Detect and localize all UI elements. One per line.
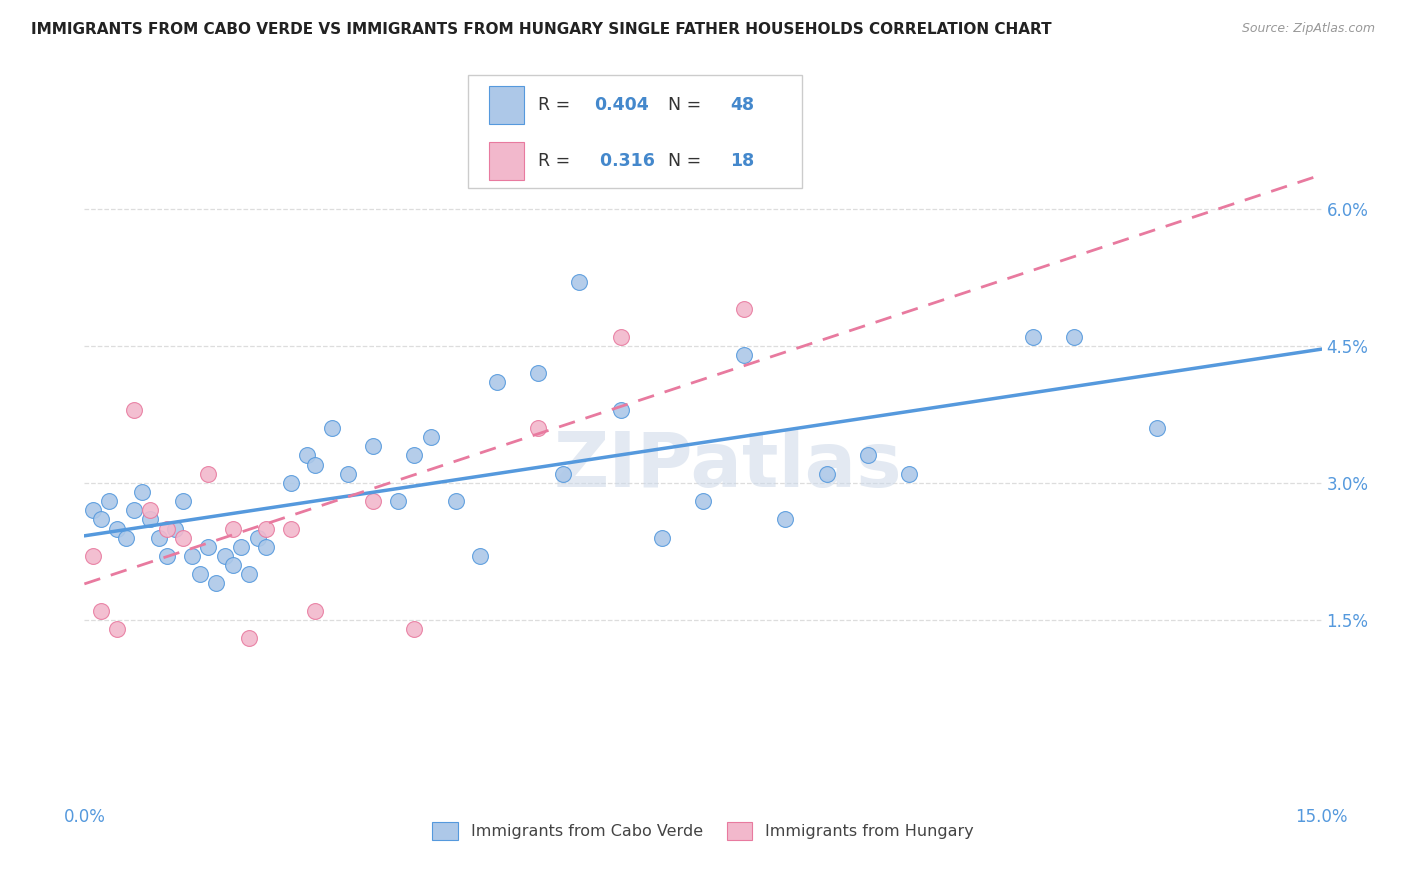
Point (139, 503, 162, 517)
Point (815, 467, 838, 481)
Point (775, 512, 797, 526)
FancyBboxPatch shape (489, 86, 523, 124)
Point (180, 549, 202, 563)
Point (254, 540, 277, 554)
Point (222, 558, 245, 573)
Point (122, 503, 145, 517)
Point (470, 549, 492, 563)
Point (1146, 421, 1168, 435)
Point (651, 531, 673, 545)
Point (156, 549, 179, 563)
Point (114, 531, 136, 545)
Point (105, 521, 128, 535)
Point (131, 485, 153, 500)
Point (898, 467, 921, 481)
Point (527, 421, 550, 435)
Point (197, 467, 219, 481)
FancyBboxPatch shape (489, 143, 523, 180)
Legend: Immigrants from Cabo Verde, Immigrants from Hungary: Immigrants from Cabo Verde, Immigrants f… (426, 816, 980, 846)
Point (105, 622, 128, 636)
Point (527, 366, 550, 380)
Point (419, 430, 441, 444)
Point (733, 301, 755, 317)
Point (295, 449, 318, 463)
Point (238, 567, 260, 582)
Point (444, 494, 467, 508)
Point (304, 458, 326, 472)
Point (98, 494, 121, 508)
Point (238, 632, 260, 646)
Point (387, 494, 409, 508)
Point (1022, 329, 1045, 343)
Point (90, 604, 112, 618)
Text: ZIPatlas: ZIPatlas (554, 429, 903, 503)
Point (165, 521, 187, 535)
Point (197, 540, 219, 554)
Point (172, 494, 194, 508)
Point (246, 531, 269, 545)
Point (172, 531, 194, 545)
Point (82, 503, 104, 517)
Text: 0.316: 0.316 (595, 153, 655, 170)
Point (139, 512, 162, 526)
Point (609, 329, 631, 343)
Point (90, 512, 112, 526)
Point (214, 549, 236, 563)
Point (404, 622, 426, 636)
Text: R =: R = (538, 153, 576, 170)
Point (361, 494, 384, 508)
Text: N =: N = (668, 95, 707, 113)
Point (156, 521, 179, 535)
Point (188, 567, 211, 582)
Point (551, 467, 574, 481)
Point (222, 521, 245, 535)
Text: 18: 18 (730, 153, 755, 170)
Text: IMMIGRANTS FROM CABO VERDE VS IMMIGRANTS FROM HUNGARY SINGLE FATHER HOUSEHOLDS C: IMMIGRANTS FROM CABO VERDE VS IMMIGRANTS… (31, 22, 1052, 37)
Point (280, 521, 302, 535)
Point (1063, 329, 1085, 343)
Point (568, 275, 591, 289)
Text: N =: N = (668, 153, 707, 170)
Text: 48: 48 (730, 95, 755, 113)
Point (692, 494, 714, 508)
Point (404, 449, 426, 463)
Point (733, 348, 755, 362)
Point (122, 402, 145, 417)
Point (485, 376, 508, 390)
Point (856, 449, 879, 463)
Text: R =: R = (538, 95, 576, 113)
Point (280, 475, 302, 490)
Point (148, 531, 170, 545)
Point (82, 549, 104, 563)
Point (337, 467, 360, 481)
Text: Source: ZipAtlas.com: Source: ZipAtlas.com (1241, 22, 1375, 36)
Point (609, 402, 631, 417)
Point (361, 439, 384, 453)
Text: 0.404: 0.404 (595, 95, 650, 113)
Point (254, 521, 277, 535)
Point (205, 576, 228, 591)
Point (321, 421, 343, 435)
FancyBboxPatch shape (468, 75, 801, 188)
Point (304, 604, 326, 618)
Point (229, 540, 252, 554)
